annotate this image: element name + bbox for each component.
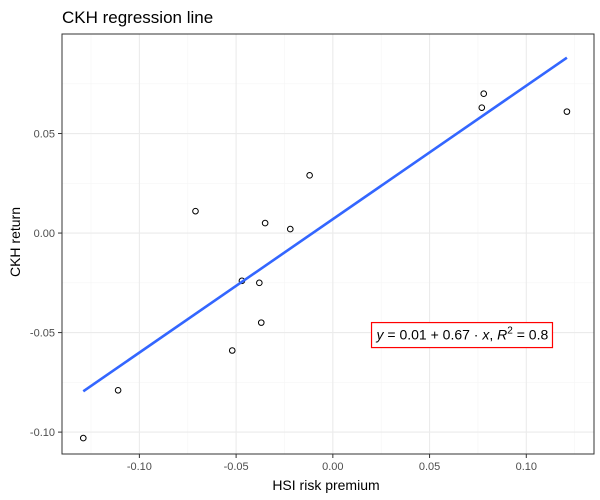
data-point (478, 104, 486, 111)
equation-r-exponent: 2 (507, 326, 513, 337)
y-tick-label: -0.05 (30, 328, 55, 340)
y-axis-label: CKH return (7, 207, 23, 277)
data-point (286, 225, 294, 233)
regression-equation-annotation: y = 0.01 + 0.67 · x, R2 = 0.8 (370, 321, 554, 349)
x-tick-label: -0.05 (224, 461, 249, 473)
x-tick-label: 0.00 (322, 461, 343, 473)
equation-box (370, 321, 554, 349)
equation-r-value: = 0.8 (513, 327, 549, 343)
equation-x-symbol: x (481, 327, 490, 343)
grid-lines (62, 33, 594, 454)
data-point (257, 319, 265, 326)
data-points (79, 90, 571, 442)
data-point (256, 279, 263, 287)
data-point (480, 90, 488, 98)
equation-y-symbol: y (376, 327, 385, 343)
equation-body: = 0.01 + 0.67 · (384, 327, 483, 343)
equation-text: y = 0.01 + 0.67 · x, R2 = 0.8 (376, 326, 549, 343)
chart-title: CKH regression line (62, 8, 213, 27)
equation-r-symbol: R (497, 327, 507, 343)
data-point (306, 172, 313, 179)
data-point (114, 387, 122, 394)
y-tick-label: 0.00 (34, 228, 55, 240)
data-point (228, 347, 236, 354)
y-axis-ticks: -0.10 -0.05 0.00 0.05 (30, 129, 62, 439)
x-axis-label: HSI risk premium (272, 477, 379, 493)
regression-line (82, 56, 568, 393)
x-tick-label: 0.05 (419, 461, 440, 473)
data-point (192, 207, 199, 215)
x-tick-label: 0.10 (516, 461, 537, 473)
data-point (79, 434, 87, 442)
y-tick-label: 0.05 (34, 129, 55, 141)
equation-separator: , (489, 327, 497, 343)
plot-panel-border (61, 33, 595, 455)
x-tick-label: -0.10 (127, 461, 152, 473)
x-axis-ticks: -0.10 -0.05 0.00 0.05 0.10 (127, 454, 537, 473)
data-point (261, 219, 269, 227)
data-point (563, 108, 571, 115)
regression-line-group (82, 56, 568, 393)
y-tick-label: -0.10 (30, 427, 55, 439)
